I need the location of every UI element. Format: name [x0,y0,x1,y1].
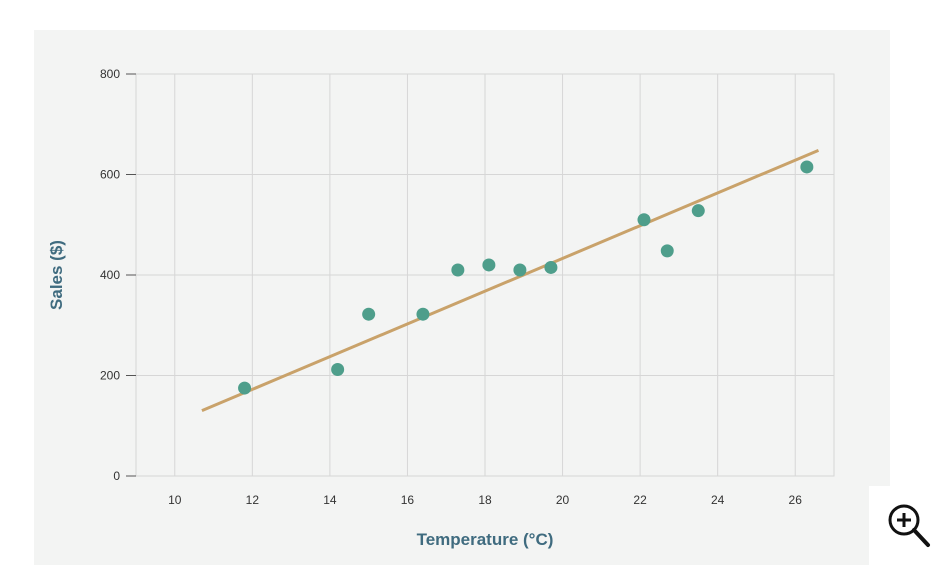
y-tick-label: 600 [100,168,120,182]
zoom-in-icon [888,504,930,547]
data-point [451,263,465,277]
x-axis-title: Temperature (°C) [417,530,554,549]
trendline-layer [201,148,820,413]
data-point [482,258,496,272]
x-tick-label: 16 [401,493,415,507]
zoom-in-button[interactable] [869,486,935,577]
x-tick-label: 20 [556,493,570,507]
x-tick-label: 18 [478,493,492,507]
data-point [660,244,674,258]
data-point [691,204,705,218]
chart-panel: 10 12 14 16 18 20 22 24 26 0 200 400 600 800 Temperatu… [34,30,890,565]
y-tick-label: 0 [113,469,120,483]
scatter-chart: 10 12 14 16 18 20 22 24 26 0 200 400 600 800 Temperatu… [47,67,835,549]
x-tick-label: 10 [168,493,182,507]
x-tick-label: 22 [633,493,647,507]
data-point [238,381,252,395]
grid-lines [135,73,835,477]
y-tick-label: 400 [100,268,120,282]
x-tick-label: 24 [711,493,725,507]
data-point [416,307,430,321]
data-point [800,160,814,174]
x-tick-label: 26 [789,493,803,507]
x-tick-label: 12 [246,493,260,507]
trendline [201,148,820,413]
data-point [544,260,558,274]
y-tick-label: 800 [100,67,120,81]
y-tick-label: 200 [100,369,120,383]
y-axis-title: Sales ($) [47,240,66,310]
data-point [331,362,345,376]
data-point [513,263,527,277]
data-point [637,213,651,227]
data-points [238,160,814,395]
axis-labels: 10 12 14 16 18 20 22 24 26 0 200 400 600 800 Temperatu… [47,67,802,549]
x-tick-label: 14 [323,493,337,507]
data-point [362,307,376,321]
axes [126,73,136,477]
